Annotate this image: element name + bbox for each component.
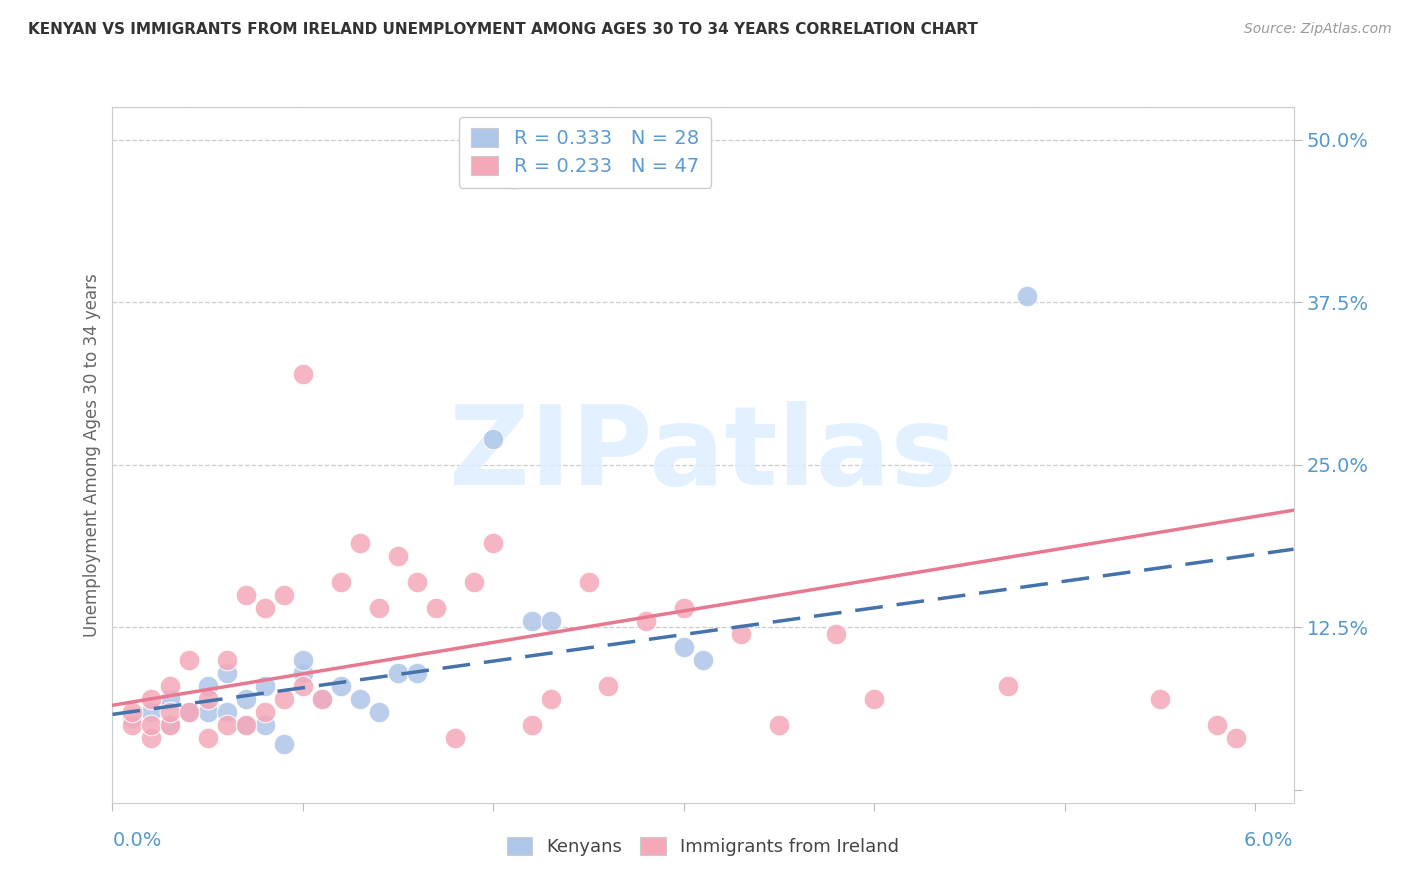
Point (215, 653, 238, 667)
Point (482, 535, 505, 549)
Text: 0.0%: 0.0% (112, 830, 162, 850)
Legend: Kenyans, Immigrants from Ireland: Kenyans, Immigrants from Ireland (499, 830, 907, 863)
Point (634, 614, 657, 628)
Point (425, 600, 447, 615)
Point (1015, 288, 1038, 302)
Point (692, 653, 714, 667)
Point (159, 718, 181, 732)
Point (197, 731, 219, 745)
Point (368, 705, 391, 719)
Point (273, 737, 295, 751)
Point (768, 718, 790, 732)
Point (596, 679, 619, 693)
Text: 6.0%: 6.0% (1244, 830, 1294, 850)
Point (540, 614, 562, 628)
Point (368, 600, 391, 615)
Point (159, 679, 181, 693)
Point (578, 574, 600, 589)
Point (159, 705, 181, 719)
Point (197, 691, 219, 706)
Text: Source: ZipAtlas.com: Source: ZipAtlas.com (1244, 22, 1392, 37)
Point (139, 705, 162, 719)
Point (253, 600, 276, 615)
Point (863, 691, 886, 706)
Point (291, 665, 314, 680)
Point (540, 691, 562, 706)
Point (197, 705, 219, 719)
Point (1149, 691, 1171, 706)
Point (235, 588, 257, 602)
Y-axis label: Unemployment Among Ages 30 to 34 years: Unemployment Among Ages 30 to 34 years (83, 273, 101, 637)
Point (253, 705, 276, 719)
Point (273, 691, 295, 706)
Point (330, 574, 353, 589)
Point (177, 705, 200, 719)
Point (672, 600, 695, 615)
Point (311, 691, 333, 706)
Point (330, 679, 353, 693)
Point (159, 718, 181, 732)
Point (121, 705, 143, 719)
Point (235, 718, 257, 732)
Point (444, 731, 467, 745)
Text: KENYAN VS IMMIGRANTS FROM IRELAND UNEMPLOYMENT AMONG AGES 30 TO 34 YEARS CORRELA: KENYAN VS IMMIGRANTS FROM IRELAND UNEMPL… (28, 22, 979, 37)
Point (291, 679, 314, 693)
Point (520, 718, 543, 732)
Point (349, 691, 371, 706)
Point (215, 705, 238, 719)
Point (387, 665, 409, 680)
Point (730, 626, 752, 640)
Point (253, 679, 276, 693)
Point (235, 718, 257, 732)
Point (311, 691, 333, 706)
Point (463, 574, 485, 589)
Point (121, 711, 143, 725)
Point (997, 679, 1019, 693)
Point (253, 718, 276, 732)
Text: ZIPatlas: ZIPatlas (449, 401, 957, 508)
Point (1225, 731, 1247, 745)
Point (291, 367, 314, 381)
Point (121, 718, 143, 732)
Point (139, 731, 162, 745)
Point (159, 691, 181, 706)
Point (387, 549, 409, 563)
Point (1206, 718, 1229, 732)
Point (273, 588, 295, 602)
Point (482, 432, 505, 446)
Point (139, 691, 162, 706)
Point (291, 653, 314, 667)
Point (406, 574, 429, 589)
Point (197, 679, 219, 693)
Point (215, 665, 238, 680)
Point (235, 691, 257, 706)
Point (825, 626, 848, 640)
Point (502, 171, 524, 186)
Point (177, 653, 200, 667)
Point (177, 705, 200, 719)
Point (406, 665, 429, 680)
Point (672, 640, 695, 654)
Point (139, 718, 162, 732)
Point (349, 535, 371, 549)
Point (520, 614, 543, 628)
Point (215, 718, 238, 732)
